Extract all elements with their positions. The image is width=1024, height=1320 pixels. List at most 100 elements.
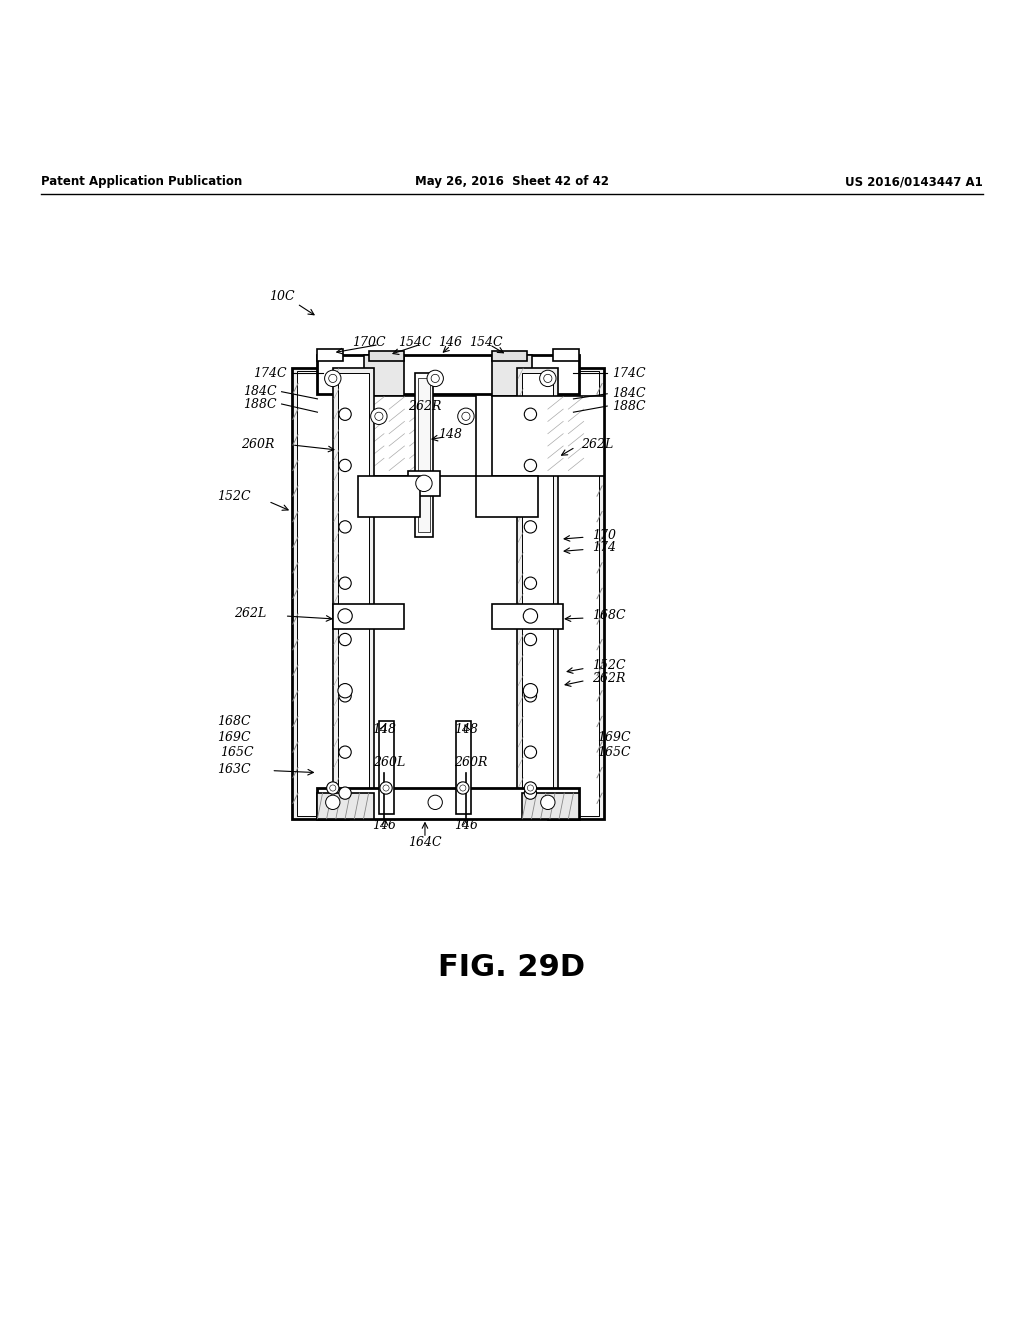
Text: 165C: 165C	[597, 746, 631, 759]
Circle shape	[460, 785, 466, 791]
Text: 148: 148	[438, 428, 463, 441]
Text: 260L: 260L	[373, 756, 406, 768]
Circle shape	[431, 375, 439, 383]
Text: 168C: 168C	[217, 715, 251, 727]
Circle shape	[339, 408, 351, 420]
Circle shape	[541, 795, 555, 809]
Text: 164C: 164C	[409, 836, 441, 849]
Bar	[364, 355, 404, 396]
Bar	[379, 722, 394, 813]
Text: FIG. 29D: FIG. 29D	[438, 953, 586, 982]
Circle shape	[540, 370, 556, 387]
Text: 148: 148	[372, 723, 396, 737]
Text: 170: 170	[592, 528, 615, 541]
Circle shape	[339, 746, 351, 758]
Circle shape	[524, 408, 537, 420]
Bar	[317, 793, 374, 818]
Text: 146: 146	[438, 337, 463, 348]
Circle shape	[524, 787, 537, 800]
Circle shape	[338, 609, 352, 623]
Bar	[358, 475, 420, 516]
Bar	[333, 603, 404, 630]
Text: 262L: 262L	[581, 438, 612, 451]
Text: 169C: 169C	[217, 731, 251, 744]
Text: 168C: 168C	[592, 610, 626, 623]
Bar	[522, 374, 553, 813]
Bar	[492, 396, 604, 475]
Bar	[492, 355, 532, 396]
Circle shape	[375, 412, 383, 420]
Bar	[522, 793, 579, 818]
Text: 146: 146	[372, 820, 396, 833]
Circle shape	[458, 408, 474, 425]
Bar	[364, 396, 476, 475]
Circle shape	[427, 370, 443, 387]
Text: US 2016/0143447 A1: US 2016/0143447 A1	[845, 176, 983, 189]
Circle shape	[326, 795, 340, 809]
Bar	[418, 379, 430, 532]
Circle shape	[329, 375, 337, 383]
Circle shape	[339, 689, 351, 702]
Bar	[456, 722, 471, 813]
Circle shape	[383, 785, 389, 791]
Circle shape	[339, 634, 351, 645]
Text: 260R: 260R	[241, 438, 274, 451]
Text: Patent Application Publication: Patent Application Publication	[41, 176, 243, 189]
Text: May 26, 2016  Sheet 42 of 42: May 26, 2016 Sheet 42 of 42	[415, 176, 609, 189]
Circle shape	[524, 459, 537, 471]
Bar	[408, 470, 440, 496]
Circle shape	[327, 781, 339, 795]
Circle shape	[380, 781, 392, 795]
Text: 188C: 188C	[612, 400, 646, 413]
Text: 174: 174	[592, 541, 615, 554]
Circle shape	[339, 459, 351, 471]
Circle shape	[339, 577, 351, 589]
Circle shape	[524, 689, 537, 702]
Text: 188C: 188C	[243, 397, 276, 411]
Text: 10C: 10C	[268, 290, 295, 304]
Bar	[553, 371, 599, 816]
Bar	[553, 348, 579, 360]
Circle shape	[371, 408, 387, 425]
Circle shape	[339, 787, 351, 800]
Bar	[297, 371, 343, 816]
Text: 148: 148	[454, 723, 478, 737]
Circle shape	[338, 684, 352, 698]
Circle shape	[524, 634, 537, 645]
Bar	[369, 351, 404, 360]
Text: 165C: 165C	[220, 746, 254, 759]
Text: 260R: 260R	[455, 756, 487, 768]
Circle shape	[524, 781, 537, 795]
Text: 170C: 170C	[352, 337, 385, 348]
Bar	[333, 368, 374, 818]
Bar	[317, 355, 579, 393]
Circle shape	[462, 412, 470, 420]
Text: 262R: 262R	[592, 672, 626, 685]
Text: 154C: 154C	[398, 337, 431, 348]
Bar	[492, 603, 563, 630]
Text: 152C: 152C	[217, 490, 251, 503]
Bar	[292, 368, 348, 818]
Text: 184C: 184C	[612, 387, 646, 400]
Circle shape	[330, 785, 336, 791]
Circle shape	[339, 520, 351, 533]
Circle shape	[416, 475, 432, 491]
Circle shape	[527, 785, 534, 791]
Circle shape	[523, 684, 538, 698]
Circle shape	[457, 781, 469, 795]
Bar	[317, 348, 343, 360]
Text: 174C: 174C	[612, 367, 646, 380]
Bar	[517, 368, 558, 818]
Text: 184C: 184C	[243, 385, 276, 399]
Bar	[492, 351, 527, 360]
Bar	[415, 374, 433, 537]
Circle shape	[524, 520, 537, 533]
Circle shape	[428, 795, 442, 809]
Circle shape	[544, 375, 552, 383]
Bar	[317, 788, 579, 818]
Text: 262L: 262L	[234, 607, 266, 620]
Text: 174C: 174C	[253, 367, 287, 380]
Text: 163C: 163C	[217, 763, 251, 776]
Circle shape	[524, 746, 537, 758]
Circle shape	[523, 609, 538, 623]
